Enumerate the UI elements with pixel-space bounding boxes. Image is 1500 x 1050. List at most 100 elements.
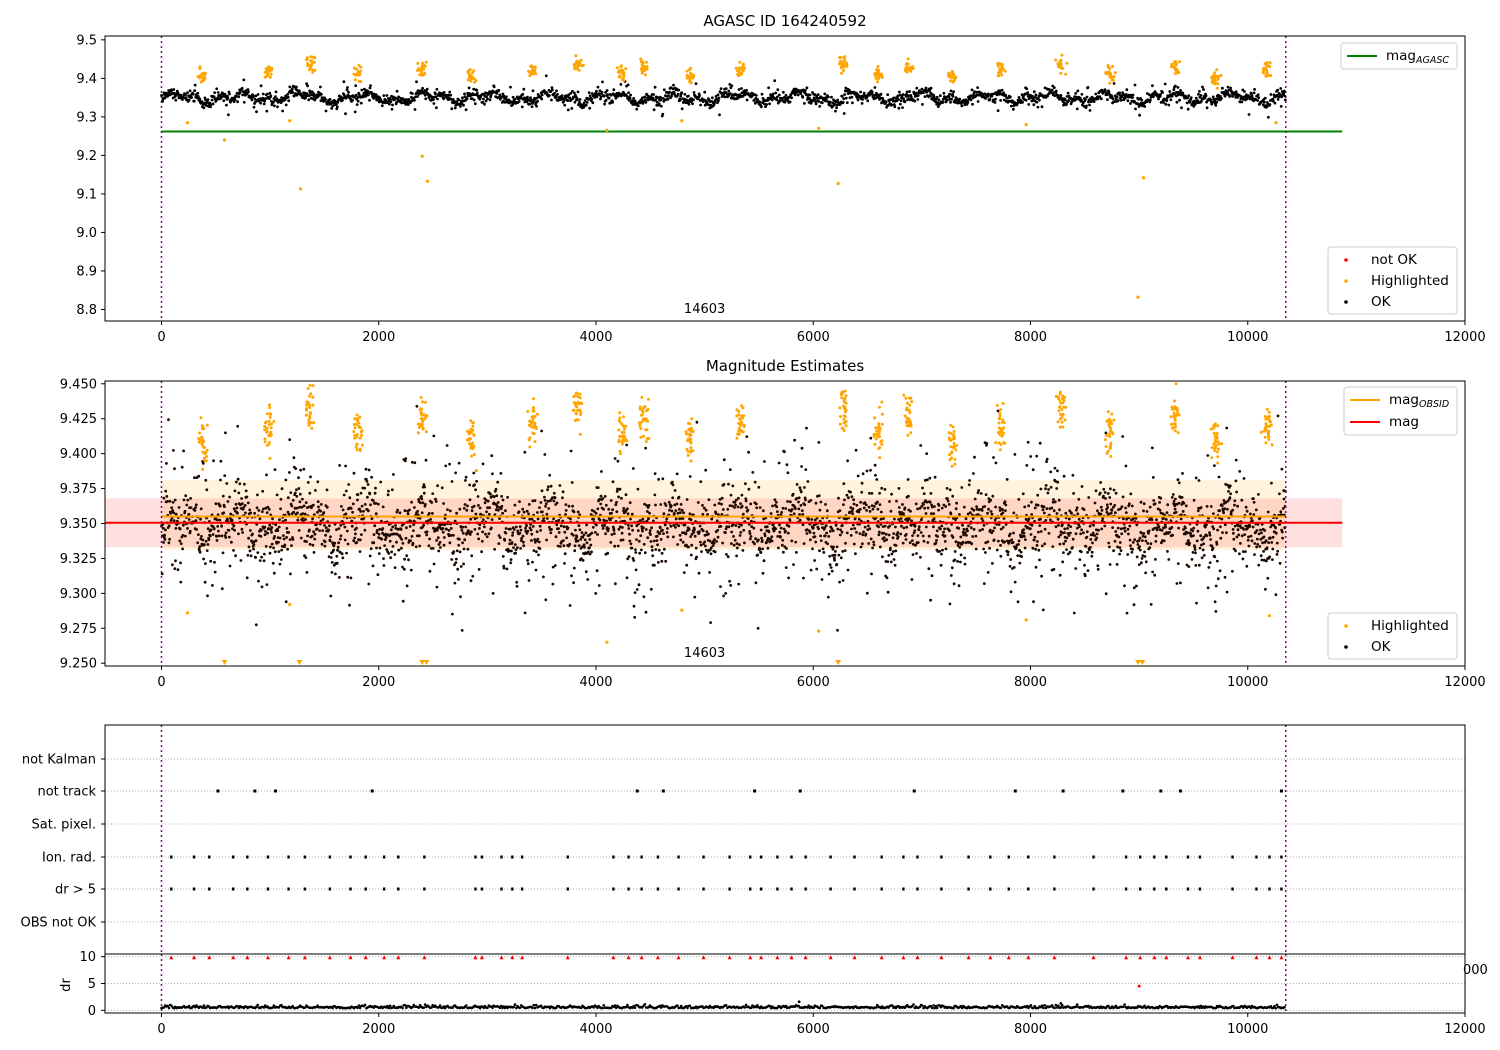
ok-point [814, 540, 818, 544]
ok-point [420, 511, 424, 515]
ok-point [569, 449, 573, 453]
ok-point [824, 98, 828, 101]
ok-point [368, 98, 371, 102]
ok-point [738, 534, 742, 537]
ok-point [672, 83, 675, 87]
ok-point [1263, 96, 1267, 100]
ok-point [455, 100, 459, 103]
ok-point [922, 502, 925, 506]
ok-point [442, 91, 446, 94]
ok-point [589, 543, 593, 547]
ok-point [917, 528, 921, 531]
ok-point [404, 457, 408, 461]
ok-point [1002, 91, 1006, 95]
ok-point [445, 527, 448, 531]
ok-point [530, 105, 534, 108]
ok-point [566, 99, 570, 102]
ok-point [545, 512, 549, 516]
ok-point [707, 532, 710, 536]
ok-point [270, 103, 274, 107]
highlighted-point [309, 64, 313, 67]
ok-point [666, 535, 670, 539]
ok-point [388, 539, 392, 543]
ok-point [857, 517, 861, 521]
ok-point [246, 501, 250, 505]
ok-point [1094, 92, 1098, 96]
highlighted-point [1213, 79, 1217, 83]
ok-point [292, 456, 296, 460]
ok-point [441, 527, 445, 530]
ok-point [286, 95, 290, 99]
ok-point [226, 96, 230, 100]
ok-point [468, 533, 472, 536]
ok-point [594, 592, 598, 595]
ok-point [463, 92, 466, 96]
ok-point [432, 434, 436, 438]
ok-point [376, 502, 380, 506]
ok-point [682, 571, 686, 574]
ok-point [897, 506, 901, 509]
ok-point [590, 97, 594, 101]
ok-point [441, 530, 445, 534]
ok-point [562, 525, 566, 529]
ok-point [897, 106, 901, 110]
ok-point [262, 559, 266, 563]
highlighted-point [352, 72, 356, 76]
ok-point [499, 507, 503, 511]
panel1-obsid-label: 14603 [684, 302, 725, 317]
ok-point [971, 102, 974, 106]
ok-point [237, 95, 241, 99]
ok-point [832, 545, 835, 549]
x-tick-label: 12000 [1444, 330, 1485, 345]
ok-point [543, 499, 547, 502]
ok-point [865, 509, 868, 512]
ok-point [168, 499, 172, 503]
ok-point [636, 487, 640, 491]
ok-point [227, 113, 230, 117]
ok-point [214, 502, 218, 506]
ok-point [527, 503, 531, 506]
ok-point [209, 528, 213, 532]
ok-point [784, 529, 787, 533]
y-tick-label: 9.400 [60, 447, 97, 462]
ok-point [587, 91, 591, 94]
outlier-point [186, 121, 190, 125]
ok-point [767, 86, 770, 90]
ok-point [947, 95, 951, 99]
ok-point [757, 485, 761, 489]
ok-point [485, 95, 488, 99]
highlighted-point [641, 67, 644, 71]
ok-point [692, 98, 695, 102]
ok-point [566, 108, 570, 112]
ok-point [375, 529, 379, 532]
ok-point [252, 543, 256, 547]
ok-point [755, 506, 759, 510]
ok-point [261, 489, 265, 493]
ok-point [625, 443, 629, 447]
ok-point [171, 500, 175, 504]
ok-point [307, 98, 311, 102]
ok-point [610, 511, 613, 515]
ok-point [678, 507, 681, 511]
ok-point [202, 543, 206, 546]
highlighted-point [953, 75, 957, 79]
ok-point [643, 551, 647, 555]
ok-point [347, 483, 351, 486]
ok-point [705, 100, 709, 104]
ok-point [628, 539, 632, 543]
ok-point [547, 507, 551, 510]
ok-point [384, 536, 388, 539]
ok-point [1279, 105, 1283, 108]
ok-point [301, 512, 305, 515]
ok-point [193, 83, 197, 87]
ok-point [277, 550, 281, 553]
highlighted-point [1000, 73, 1004, 77]
ok-point [861, 533, 865, 537]
ok-point [204, 562, 207, 565]
ok-point [650, 548, 654, 552]
ok-point [502, 566, 506, 570]
ok-point [537, 540, 541, 544]
highlighted-point [838, 56, 842, 59]
ok-point [893, 105, 897, 109]
ok-point [220, 534, 224, 538]
